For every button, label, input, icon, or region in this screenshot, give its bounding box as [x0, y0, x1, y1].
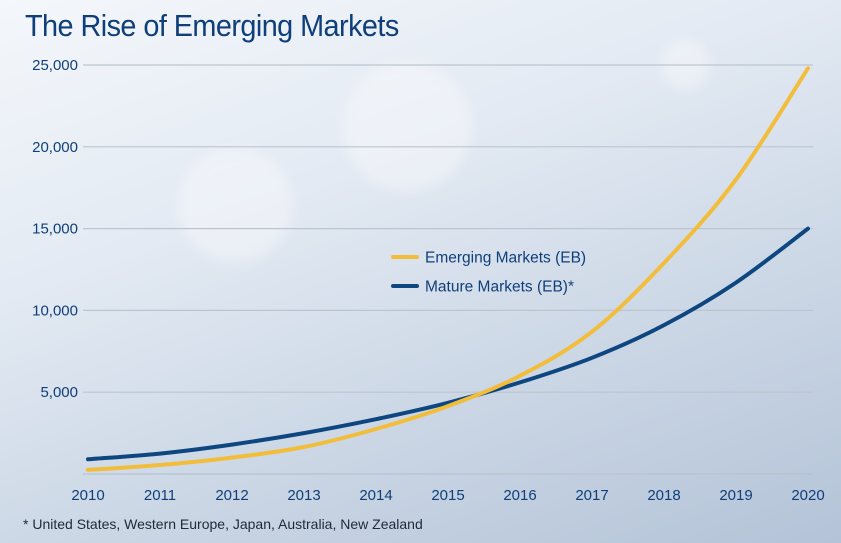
mature-markets-legend-label: Mature Markets (EB)* — [425, 279, 574, 296]
x-tick-label: 2015 — [431, 487, 464, 504]
series-lines — [86, 66, 810, 472]
x-tick-label: 2018 — [647, 487, 680, 504]
x-tick-label: 2020 — [791, 487, 824, 504]
y-tick-label: 5,000 — [40, 384, 78, 401]
bokeh-light — [178, 148, 293, 263]
bokeh-light — [342, 62, 472, 192]
y-axis-tick-labels: 5,000 10,000 15,000 20,000 25,000 — [32, 57, 78, 401]
legend: Emerging Markets (EB) Mature Markets (EB)… — [391, 250, 586, 296]
x-tick-label: 2019 — [719, 487, 752, 504]
y-tick-label: 15,000 — [32, 221, 78, 238]
footnote: * United States, Western Europe, Japan, … — [23, 516, 423, 532]
x-tick-label: 2010 — [71, 487, 104, 504]
emerging-markets-legend-label: Emerging Markets (EB) — [425, 250, 586, 267]
chart-title: The Rise of Emerging Markets — [25, 8, 399, 43]
y-tick-label: 20,000 — [32, 139, 78, 156]
x-tick-label: 2016 — [503, 487, 536, 504]
x-tick-label: 2011 — [144, 487, 176, 504]
gridlines — [83, 64, 813, 475]
mature-markets-line — [86, 226, 810, 462]
x-tick-label: 2017 — [575, 487, 608, 504]
x-axis-tick-labels: 2010 2011 2012 2013 2014 2015 2016 2017 2018 2019… — [71, 487, 824, 504]
x-tick-label: 2012 — [215, 487, 248, 504]
x-tick-label: 2013 — [287, 487, 320, 504]
y-tick-label: 25,000 — [32, 57, 78, 74]
x-tick-label: 2014 — [359, 487, 392, 504]
y-tick-label: 10,000 — [32, 302, 78, 319]
emerging-markets-line — [86, 66, 810, 472]
